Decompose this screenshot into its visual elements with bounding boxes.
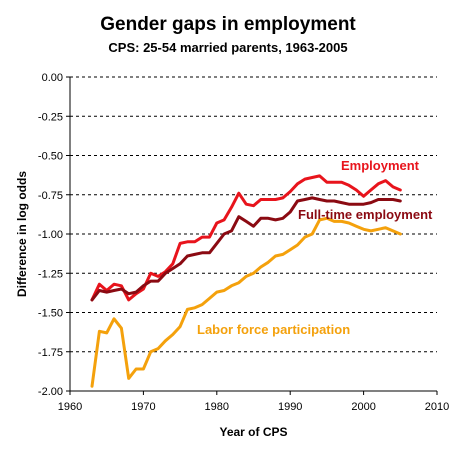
y-tick-label: 0.00	[42, 72, 63, 84]
x-tick-label: 2010	[425, 401, 449, 413]
y-tick-label: -1.25	[38, 268, 63, 280]
x-tick-label: 1960	[58, 401, 82, 413]
y-tick-label: -0.75	[38, 190, 63, 202]
y-tick-label: -0.25	[38, 111, 63, 123]
series-line-1	[90, 196, 402, 302]
x-tick-label: 2000	[351, 401, 375, 413]
chart-title: Gender gaps in employment	[100, 14, 356, 35]
y-axis-label: Difference in log odds	[15, 171, 29, 297]
series-label-1: Full-time employment	[298, 207, 433, 222]
series-labels: Employment Full-time employment Labor forc…	[197, 158, 433, 337]
series-lines	[90, 174, 402, 388]
gridlines	[70, 76, 437, 353]
y-tick-label: -0.50	[38, 151, 63, 163]
x-tick-label: 1990	[278, 401, 302, 413]
x-axis-label: Year of CPS	[219, 425, 287, 439]
x-tick-label: 1980	[205, 401, 229, 413]
chart-subtitle: CPS: 25-54 married parents, 1963-2005	[108, 40, 348, 55]
series-label-2: Labor force participation	[197, 322, 350, 337]
series-line-0	[90, 174, 402, 302]
y-tick-label: -2.00	[38, 386, 63, 398]
y-tick-label: -1.00	[38, 229, 63, 241]
series-line-2	[90, 216, 402, 388]
y-tick-label: -1.75	[38, 347, 63, 359]
y-tick-label: -1.50	[38, 308, 63, 320]
axes: 0.00 -0.25 -0.50 -0.75 -1.00 -1.25 -1.50 -1.75 -…	[38, 72, 449, 413]
x-tick-label: 1970	[131, 401, 155, 413]
series-label-0: Employment	[341, 158, 420, 173]
